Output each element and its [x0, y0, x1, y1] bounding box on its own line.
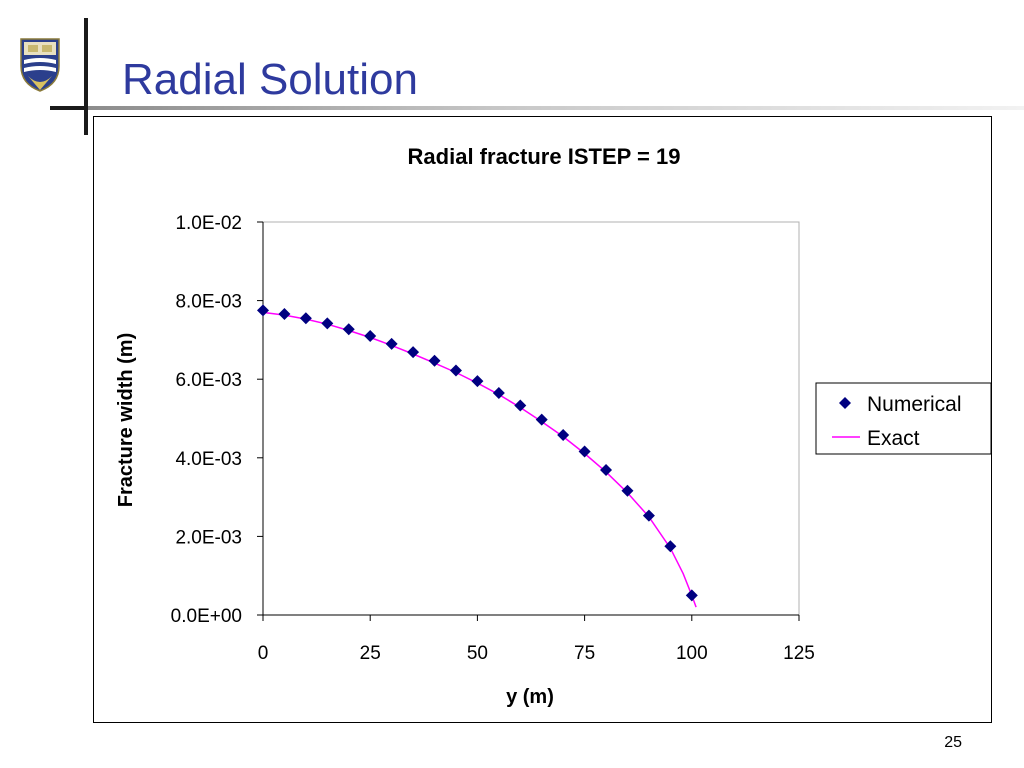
legend-numerical-marker	[839, 397, 851, 409]
x-tick-label: 50	[467, 643, 488, 664]
numerical-point	[385, 337, 398, 350]
exact-series-line	[262, 311, 697, 608]
legend-numerical-label: Numerical	[867, 393, 962, 416]
x-tick-label: 125	[783, 643, 815, 664]
plot-area	[262, 221, 800, 616]
title-divider-left	[50, 106, 88, 110]
legend-exact-label: Exact	[867, 427, 920, 450]
x-tick-label: 0	[258, 643, 269, 664]
title-divider-vertical	[84, 18, 88, 135]
y-tick-label: 0.0E+00	[171, 606, 242, 627]
numerical-point	[364, 329, 377, 342]
x-tick-label: 100	[676, 643, 708, 664]
numerical-point	[342, 323, 355, 336]
page-number: 25	[944, 734, 962, 751]
numerical-point	[557, 429, 570, 442]
numerical-point	[621, 484, 634, 497]
title-underline	[88, 106, 1024, 110]
numerical-point	[407, 346, 420, 359]
numerical-point	[471, 375, 484, 388]
legend-box	[815, 382, 992, 455]
chart-title: Radial fracture ISTEP = 19	[408, 144, 681, 169]
numerical-point	[600, 463, 613, 476]
numerical-point	[449, 364, 462, 377]
numerical-point	[685, 589, 698, 602]
university-crest-icon	[20, 38, 60, 92]
numerical-point	[257, 304, 269, 317]
x-tick-label: 75	[574, 643, 595, 664]
numerical-point	[578, 445, 591, 458]
legend: Numerical Exact	[815, 382, 992, 455]
x-axis-label: y (m)	[506, 686, 554, 708]
chart: Radial fracture ISTEP = 19 0.0E+00 2.0E-0…	[115, 144, 992, 708]
numerical-point	[278, 307, 291, 320]
numerical-point	[664, 540, 677, 553]
y-tick-label: 4.0E-03	[175, 449, 242, 470]
y-tick-label: 6.0E-03	[175, 370, 242, 391]
page-title: Radial Solution	[122, 55, 418, 104]
numerical-point	[299, 312, 312, 325]
numerical-point	[535, 413, 548, 426]
numerical-point	[428, 354, 441, 367]
y-tick-label: 1.0E-02	[175, 213, 242, 234]
chart-frame: Radial fracture ISTEP = 19 0.0E+00 2.0E-0…	[93, 116, 992, 723]
numerical-point	[492, 386, 505, 399]
y-tick-label: 8.0E-03	[175, 292, 242, 313]
numerical-point	[321, 317, 334, 330]
y-tick-label: 2.0E-03	[175, 527, 242, 548]
y-axis-label: Fracture width (m)	[115, 333, 137, 507]
x-tick-label: 25	[360, 643, 381, 664]
numerical-point	[642, 509, 655, 522]
numerical-point	[514, 399, 527, 412]
